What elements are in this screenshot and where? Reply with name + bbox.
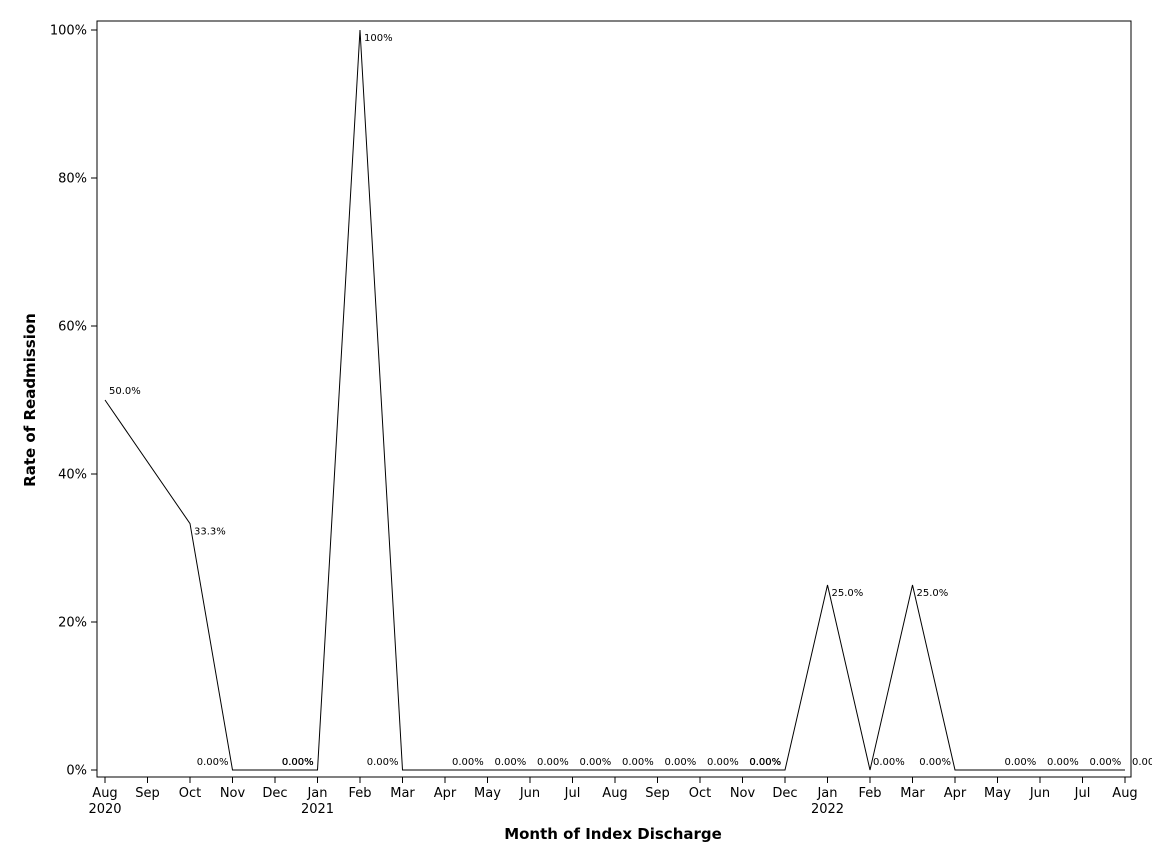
data-point-label: 25.0%	[917, 588, 949, 599]
y-axis: 0% 20% 40% 60% 80% 100%	[50, 24, 97, 779]
data-point-label: 0.00%	[1047, 757, 1079, 768]
data-point-label: 25.0%	[832, 588, 864, 599]
x-tick-label: Jan	[816, 786, 837, 801]
x-axis-title: Month of Index Discharge	[504, 825, 722, 843]
x-tick-label: Sep	[135, 786, 160, 801]
x-tick-label: Nov	[220, 786, 246, 801]
x-year-label: 2022	[811, 802, 844, 817]
x-tick-label: Jul	[1074, 786, 1091, 801]
data-point-label: 50.0%	[109, 386, 141, 397]
readmission-rate-line	[104, 29, 1125, 771]
y-tick-label: 80%	[58, 172, 87, 187]
x-tick-label: Mar	[900, 786, 925, 801]
y-axis-title: Rate of Readmission	[21, 313, 39, 487]
y-tick-label: 20%	[58, 616, 87, 631]
data-point-label: 0.00%	[197, 757, 229, 768]
data-point-label: 0.00%	[282, 757, 314, 768]
x-tick-label: Jul	[564, 786, 581, 801]
x-tick-label: Dec	[262, 786, 287, 801]
data-point-label: 0.00%	[495, 757, 527, 768]
data-point-label: 0.00%	[750, 757, 782, 768]
plot-frame	[96, 20, 1132, 778]
x-tick-label: Feb	[858, 786, 881, 801]
x-tick-label: Jun	[519, 786, 540, 801]
x-year-label: 2021	[301, 802, 334, 817]
x-tick-label: Nov	[730, 786, 756, 801]
x-tick-label: Oct	[689, 786, 711, 801]
x-tick-label: Feb	[348, 786, 371, 801]
x-tick-label: Dec	[772, 786, 797, 801]
data-point-label: 0.00%	[1132, 757, 1152, 768]
y-tick-label: 0%	[66, 764, 87, 779]
data-point-label: 33.3%	[194, 527, 226, 538]
x-tick-label: Apr	[434, 786, 457, 801]
x-tick-label: Apr	[944, 786, 967, 801]
x-tick-label: Jan	[306, 786, 327, 801]
data-point-label: 0.00%	[707, 757, 739, 768]
x-tick-label: Mar	[390, 786, 415, 801]
data-point-label: 0.00%	[1005, 757, 1037, 768]
x-tick-label: May	[984, 786, 1011, 801]
data-point-label: 100%	[364, 33, 393, 44]
x-tick-label: Oct	[179, 786, 201, 801]
data-point-label: 0.00%	[622, 757, 654, 768]
x-tick-label: May	[474, 786, 501, 801]
x-tick-label: Jun	[1029, 786, 1050, 801]
data-point-label: 0.00%	[1090, 757, 1122, 768]
x-year-label: 2020	[88, 802, 121, 817]
data-labels: 50.0% 33.3% 0.00% 0.00% 0.00% 100% 0.00% 0.00% 0…	[109, 33, 1152, 768]
x-tick-label: Aug	[602, 786, 627, 801]
data-point-label: 0.00%	[665, 757, 697, 768]
data-point-label: 0.00%	[452, 757, 484, 768]
x-tick-label: Aug	[92, 786, 117, 801]
data-point-label: 0.00%	[580, 757, 612, 768]
data-point-label: 0.00%	[282, 757, 314, 768]
data-point-label: 0.00%	[537, 757, 569, 768]
data-point-label: 0.00%	[873, 757, 905, 768]
y-tick-label: 60%	[58, 320, 87, 335]
data-point-label: 0.00%	[367, 757, 399, 768]
y-tick-label: 100%	[50, 24, 87, 39]
y-tick-label: 40%	[58, 468, 87, 483]
x-tick-label: Sep	[645, 786, 670, 801]
data-point-label: 0.00%	[749, 757, 781, 768]
data-point-label: 0.00%	[919, 757, 951, 768]
x-tick-label: Aug	[1112, 786, 1137, 801]
